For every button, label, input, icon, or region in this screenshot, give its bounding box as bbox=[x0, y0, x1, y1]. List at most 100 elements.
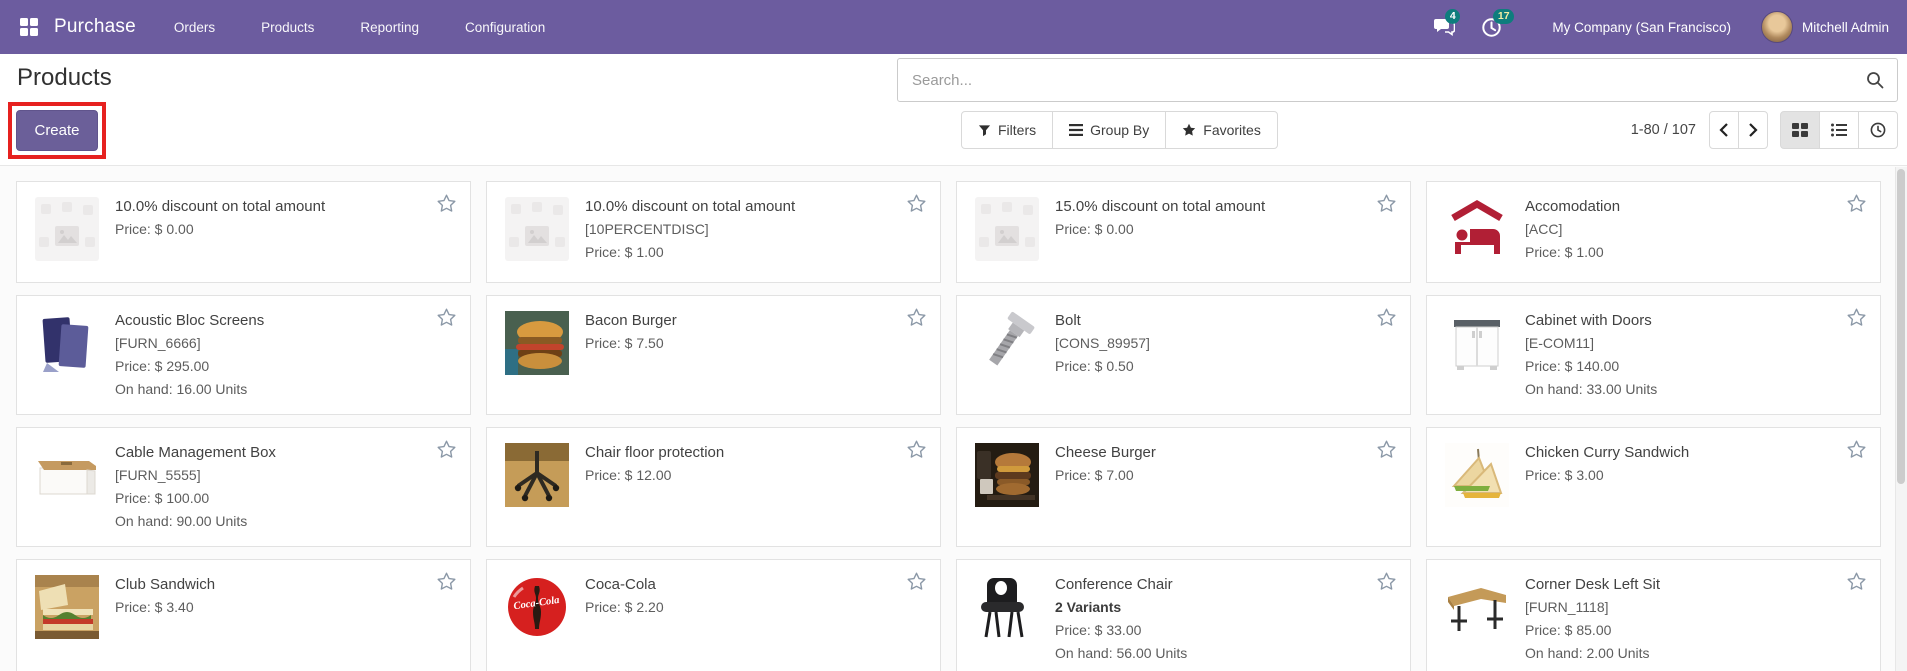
nav-right: 4 17 My Company (San Francisco) Mitchell… bbox=[1433, 8, 1893, 43]
nav-menu: Orders Products Reporting Configuration bbox=[174, 20, 545, 35]
activity-view-button[interactable] bbox=[1858, 111, 1898, 149]
product-card[interactable]: 10.0% discount on total amount Price: $ 0… bbox=[16, 181, 471, 283]
product-code: [FURN_5555] bbox=[115, 467, 201, 483]
product-card[interactable]: Cheese Burger Price: $ 7.00 bbox=[956, 427, 1411, 547]
favorite-star-button[interactable] bbox=[1846, 571, 1867, 592]
favorite-star-button[interactable] bbox=[1376, 307, 1397, 328]
activities-clock-icon[interactable]: 17 bbox=[1481, 8, 1515, 38]
product-code: [FURN_1118] bbox=[1525, 599, 1609, 615]
product-card[interactable]: Coca-Cola Coca-Cola Price: $ 2.20 bbox=[486, 559, 941, 671]
activities-badge: 17 bbox=[1493, 8, 1515, 24]
product-image-corner-desk bbox=[1445, 575, 1509, 647]
product-price: Price: $ 295.00 bbox=[115, 358, 210, 374]
favorite-star-icon bbox=[1847, 572, 1866, 590]
company-switcher[interactable]: My Company (San Francisco) bbox=[1552, 19, 1731, 35]
product-name: Corner Desk Left Sit bbox=[1525, 576, 1661, 593]
product-card[interactable]: Conference Chair 2 Variants Price: $ 33.00… bbox=[956, 559, 1411, 671]
product-card[interactable]: 15.0% discount on total amount Price: $ 0… bbox=[956, 181, 1411, 283]
favorite-star-button[interactable] bbox=[1376, 571, 1397, 592]
list-icon bbox=[1831, 123, 1847, 137]
pager-previous-button[interactable] bbox=[1709, 111, 1739, 149]
search-input[interactable] bbox=[898, 71, 1866, 89]
control-panel: Products Create Filters Group By Favorit… bbox=[0, 54, 1907, 166]
kanban-view-button[interactable] bbox=[1780, 111, 1820, 149]
product-name: Bolt bbox=[1055, 312, 1081, 329]
product-name: Cabinet with Doors bbox=[1525, 312, 1652, 329]
product-image-chair-floor bbox=[505, 443, 569, 515]
product-price: Price: $ 1.00 bbox=[1525, 244, 1604, 260]
nav-item-configuration[interactable]: Configuration bbox=[464, 19, 546, 35]
product-card-body: Cheese Burger Price: $ 7.00 bbox=[1055, 441, 1190, 533]
search-icon[interactable] bbox=[1866, 71, 1884, 89]
kanban-grid: 10.0% discount on total amount Price: $ 0… bbox=[0, 166, 1907, 671]
product-card[interactable]: Cabinet with Doors [E-COM11] Price: $ 140.… bbox=[1426, 295, 1881, 415]
favorite-star-button[interactable] bbox=[906, 193, 927, 214]
product-image-placeholder bbox=[35, 197, 99, 269]
favorite-star-button[interactable] bbox=[1376, 439, 1397, 460]
group-by-button[interactable]: Group By bbox=[1052, 111, 1167, 149]
product-price: Price: $ 140.00 bbox=[1525, 358, 1620, 374]
favorite-star-button[interactable] bbox=[906, 307, 927, 328]
product-name: Chicken Curry Sandwich bbox=[1525, 444, 1690, 461]
vertical-scrollbar[interactable] bbox=[1895, 167, 1907, 671]
apps-grid-icon[interactable] bbox=[20, 18, 38, 36]
product-image-chicken-sandwich bbox=[1445, 443, 1509, 515]
nav-item-reporting[interactable]: Reporting bbox=[360, 19, 419, 35]
product-image-conference-chair bbox=[975, 575, 1039, 647]
favorite-star-button[interactable] bbox=[1376, 193, 1397, 214]
favorite-star-button[interactable] bbox=[906, 571, 927, 592]
product-price: Price: $ 0.50 bbox=[1055, 358, 1134, 374]
favorite-star-button[interactable] bbox=[436, 571, 457, 592]
product-card[interactable]: Cable Management Box [FURN_5555] Price: $ … bbox=[16, 427, 471, 547]
nav-item-orders[interactable]: Orders bbox=[173, 19, 216, 35]
filter-funnel-icon bbox=[978, 124, 991, 136]
product-card[interactable]: Club Sandwich Price: $ 3.40 bbox=[16, 559, 471, 671]
product-card[interactable]: Corner Desk Left Sit [FURN_1118] Price: $ … bbox=[1426, 559, 1881, 671]
messages-icon[interactable]: 4 bbox=[1433, 9, 1461, 37]
user-name[interactable]: Mitchell Admin bbox=[1801, 19, 1889, 35]
product-price: Price: $ 100.00 bbox=[115, 490, 210, 506]
product-code: [CONS_89957] bbox=[1055, 335, 1150, 351]
favorite-star-icon bbox=[1377, 440, 1396, 458]
filters-button[interactable]: Filters bbox=[961, 111, 1054, 149]
chevron-right-icon bbox=[1749, 123, 1758, 137]
product-code: [ACC] bbox=[1525, 221, 1563, 237]
messages-badge: 4 bbox=[1445, 9, 1461, 24]
product-price: Price: $ 12.00 bbox=[585, 467, 672, 483]
product-card[interactable]: Accomodation [ACC] Price: $ 1.00 bbox=[1426, 181, 1881, 283]
product-price: Price: $ 3.00 bbox=[1525, 467, 1604, 483]
create-button[interactable]: Create bbox=[16, 110, 98, 151]
product-card[interactable]: Bolt [CONS_89957] Price: $ 0.50 bbox=[956, 295, 1411, 415]
app-name[interactable]: Purchase bbox=[54, 16, 136, 37]
product-on-hand: On hand: 56.00 Units bbox=[1055, 645, 1188, 661]
list-view-button[interactable] bbox=[1819, 111, 1859, 149]
product-card[interactable]: Chicken Curry Sandwich Price: $ 3.00 bbox=[1426, 427, 1881, 547]
product-name: 10.0% discount on total amount bbox=[115, 198, 326, 215]
product-card[interactable]: 10.0% discount on total amount [10PERCENT… bbox=[486, 181, 941, 283]
favorite-star-button[interactable] bbox=[1846, 439, 1867, 460]
create-button-annotation: Create bbox=[8, 102, 106, 159]
product-card[interactable]: Chair floor protection Price: $ 12.00 bbox=[486, 427, 941, 547]
product-image-placeholder bbox=[975, 197, 1039, 269]
favorite-star-icon bbox=[1847, 308, 1866, 326]
favorite-star-button[interactable] bbox=[436, 193, 457, 214]
favorite-star-button[interactable] bbox=[1846, 307, 1867, 328]
user-avatar[interactable] bbox=[1760, 11, 1793, 43]
product-card[interactable]: Acoustic Bloc Screens [FURN_6666] Price: $… bbox=[16, 295, 471, 415]
favorite-star-button[interactable] bbox=[1846, 193, 1867, 214]
scrollbar-thumb[interactable] bbox=[1897, 169, 1905, 484]
favorite-star-button[interactable] bbox=[436, 439, 457, 460]
favorites-button[interactable]: Favorites bbox=[1165, 111, 1278, 149]
product-card[interactable]: Bacon Burger Price: $ 7.50 bbox=[486, 295, 941, 415]
product-name: Bacon Burger bbox=[585, 312, 677, 329]
page-title: Products bbox=[17, 64, 112, 91]
product-code: [E-COM11] bbox=[1525, 335, 1594, 351]
pager-buttons bbox=[1709, 111, 1768, 149]
product-name: Coca-Cola bbox=[585, 576, 656, 593]
favorite-star-button[interactable] bbox=[906, 439, 927, 460]
nav-item-products[interactable]: Products bbox=[261, 19, 315, 35]
product-card-body: Corner Desk Left Sit [FURN_1118] Price: $ … bbox=[1525, 573, 1694, 665]
product-on-hand: On hand: 33.00 Units bbox=[1525, 381, 1658, 397]
pager-next-button[interactable] bbox=[1738, 111, 1768, 149]
favorite-star-button[interactable] bbox=[436, 307, 457, 328]
